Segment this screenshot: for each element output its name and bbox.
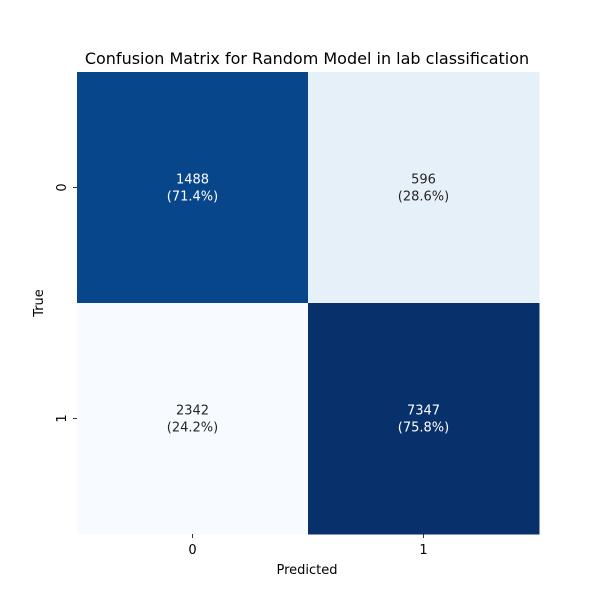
cell-percent-label: (71.4%) bbox=[167, 190, 218, 205]
y-axis-label: True bbox=[32, 289, 47, 318]
heatmap-cell bbox=[77, 303, 309, 535]
heatmap-cells: 1488 (71.4%) 596 (28.6%) 2342 (24.2%) 7347 (75.… bbox=[77, 72, 540, 535]
cell-count-label: 596 bbox=[411, 173, 436, 188]
x-tick-label: 1 bbox=[419, 543, 427, 558]
y-tick-label: 1 bbox=[55, 414, 70, 422]
x-tick-label: 0 bbox=[188, 543, 196, 558]
chart-title: Confusion Matrix for Random Model in lab… bbox=[85, 49, 529, 68]
heatmap-cell bbox=[77, 72, 309, 304]
cell-count-label: 7347 bbox=[407, 404, 440, 419]
heatmap-cell bbox=[308, 303, 540, 535]
heatmap-cell bbox=[308, 72, 540, 304]
y-tick-label: 0 bbox=[55, 183, 70, 191]
cell-count-label: 1488 bbox=[176, 173, 209, 188]
cell-percent-label: (75.8%) bbox=[398, 421, 449, 436]
cell-count-label: 2342 bbox=[176, 404, 209, 419]
x-axis-label: Predicted bbox=[276, 563, 337, 578]
cell-percent-label: (28.6%) bbox=[398, 190, 449, 205]
cell-percent-label: (24.2%) bbox=[167, 421, 218, 436]
y-axis-ticks: 01 bbox=[55, 183, 77, 423]
